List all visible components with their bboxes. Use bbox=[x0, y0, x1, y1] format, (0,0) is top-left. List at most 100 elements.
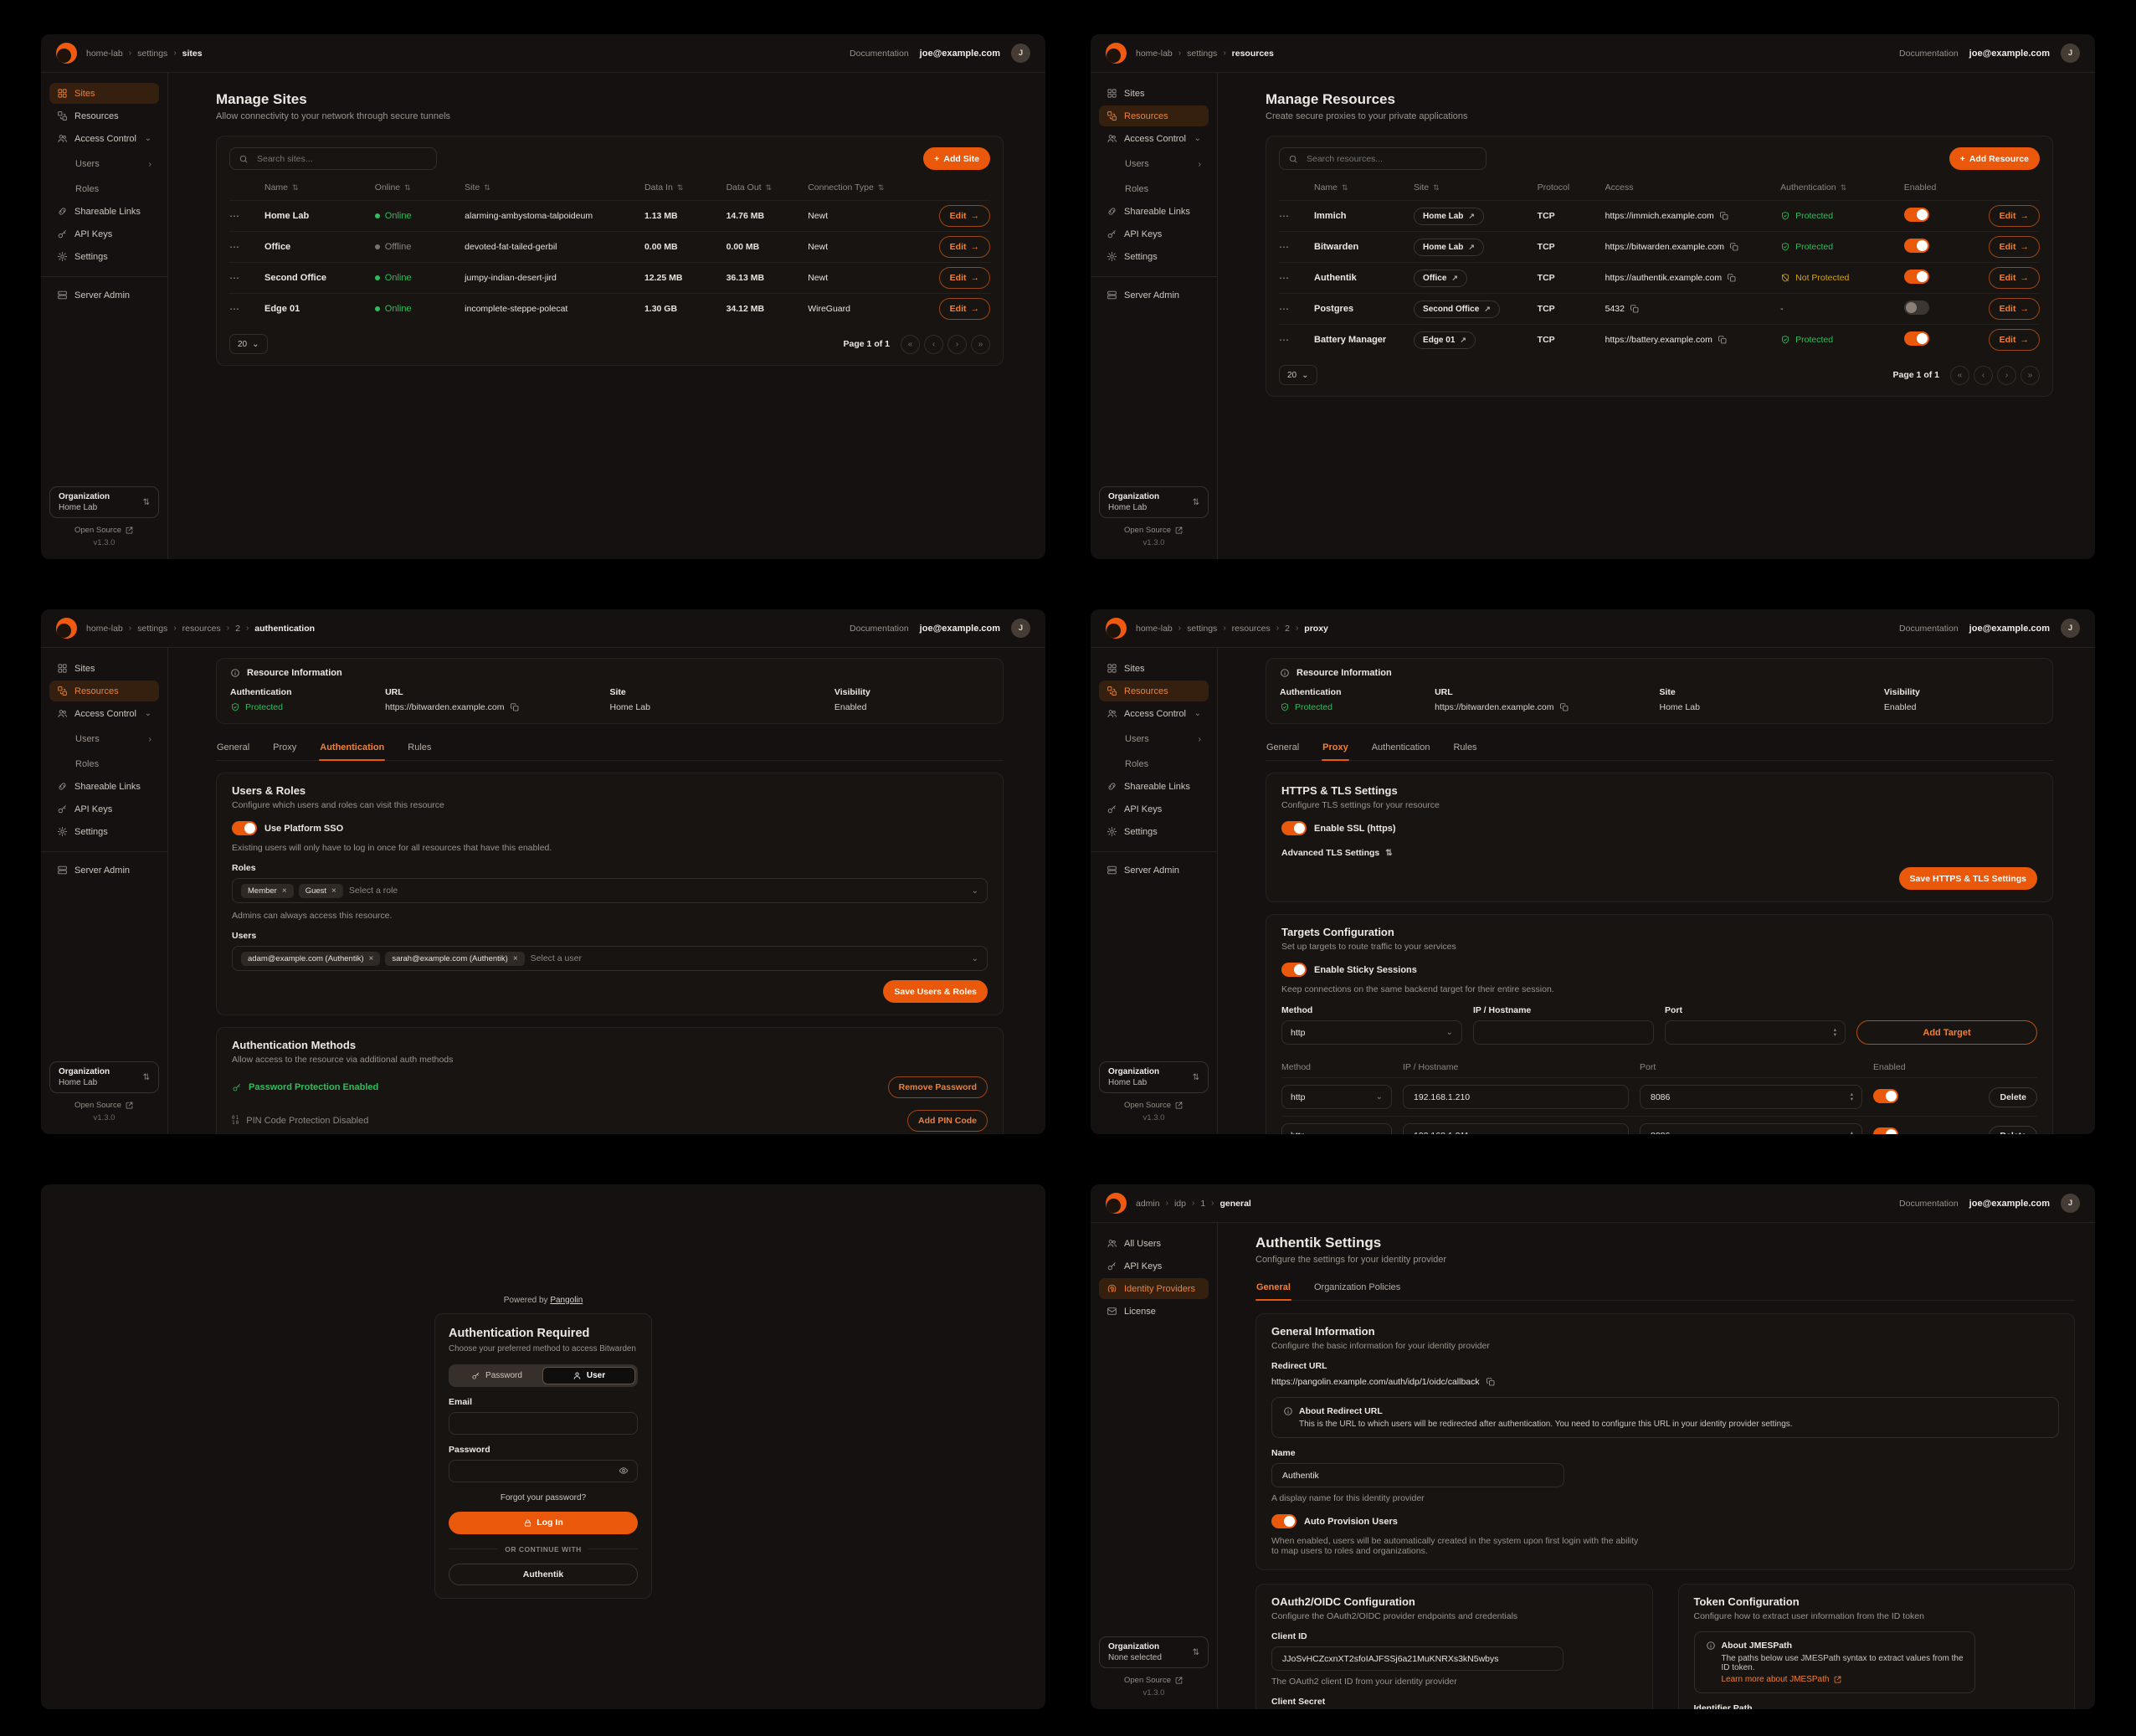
column-header[interactable]: Site ⇅ bbox=[465, 182, 490, 193]
copy-icon[interactable] bbox=[1727, 273, 1737, 283]
sidebar-item-server-admin[interactable]: Server Admin bbox=[1099, 285, 1209, 306]
row-menu-icon[interactable]: ⋯ bbox=[1279, 303, 1290, 315]
sticky-sessions-toggle[interactable] bbox=[1281, 963, 1307, 977]
row-menu-icon[interactable]: ⋯ bbox=[229, 210, 240, 222]
org-selector[interactable]: Organization Home Lab ⇅ bbox=[49, 1061, 159, 1093]
copy-icon[interactable] bbox=[1729, 242, 1739, 252]
avatar[interactable]: J bbox=[1011, 44, 1030, 63]
client-id-input[interactable] bbox=[1281, 1652, 1555, 1665]
tab-user[interactable]: User bbox=[542, 1366, 635, 1384]
row-menu-icon[interactable]: ⋯ bbox=[1279, 241, 1290, 253]
avatar[interactable]: J bbox=[2061, 619, 2080, 638]
sidebar-item-shareable-links[interactable]: Shareable Links bbox=[49, 776, 159, 797]
column-header[interactable]: Site ⇅ bbox=[1414, 182, 1440, 193]
copy-icon[interactable] bbox=[1630, 304, 1640, 314]
tab-authentication[interactable]: Authentication bbox=[319, 737, 386, 761]
site-chip[interactable]: Home Lab ↗ bbox=[1414, 238, 1484, 256]
sidebar-item-users[interactable]: Users › bbox=[75, 734, 151, 744]
stepper-icon[interactable]: ▴▾ bbox=[1833, 1026, 1836, 1038]
sidebar-item-resources[interactable]: Resources bbox=[49, 105, 159, 126]
breadcrumb-item[interactable]: settings bbox=[1187, 623, 1218, 634]
breadcrumb-item[interactable]: home-lab bbox=[1136, 48, 1173, 59]
open-source-link[interactable]: Open Source bbox=[1124, 526, 1184, 535]
user-email[interactable]: joe@example.com bbox=[1969, 623, 2050, 634]
eye-icon[interactable] bbox=[619, 1466, 629, 1476]
add-target-button[interactable]: Add Target bbox=[1856, 1020, 2037, 1045]
copy-icon[interactable] bbox=[1559, 702, 1569, 712]
add-resource-button[interactable]: + Add Resource bbox=[1949, 147, 2040, 170]
pangolin-logo[interactable] bbox=[56, 618, 77, 639]
authentik-sso-button[interactable]: Authentik bbox=[449, 1563, 638, 1585]
tab-general[interactable]: General bbox=[1266, 742, 1300, 752]
stepper-icon[interactable]: ▴▾ bbox=[1850, 1129, 1853, 1134]
documentation-link[interactable]: Documentation bbox=[850, 48, 909, 59]
forgot-password-link[interactable]: Forgot your password? bbox=[500, 1492, 587, 1502]
user-chip[interactable]: adam@example.com (Authentik) × bbox=[241, 951, 381, 966]
user-email[interactable]: joe@example.com bbox=[1969, 1198, 2050, 1209]
sidebar-item-roles[interactable]: Roles bbox=[75, 759, 100, 769]
sidebar-item-api-keys[interactable]: API Keys bbox=[1099, 799, 1209, 819]
sidebar-item-settings[interactable]: Settings bbox=[49, 246, 159, 267]
avatar[interactable]: J bbox=[2061, 44, 2080, 63]
prev-page-button[interactable]: ‹ bbox=[924, 334, 943, 354]
sidebar-item-resources[interactable]: Resources bbox=[1099, 105, 1209, 126]
target-host-input[interactable] bbox=[1412, 1129, 1620, 1134]
column-header[interactable]: Name ⇅ bbox=[1314, 182, 1348, 193]
add-pin-button[interactable]: Add PIN Code bbox=[907, 1110, 988, 1132]
site-chip[interactable]: Edge 01 ↗ bbox=[1414, 331, 1476, 349]
tab-authentication[interactable]: Authentication bbox=[1371, 742, 1430, 752]
enabled-toggle[interactable] bbox=[1903, 331, 1929, 346]
target-port-input[interactable] bbox=[1649, 1129, 1846, 1134]
edit-button[interactable]: Edit → bbox=[1988, 329, 2040, 351]
role-chip[interactable]: Guest × bbox=[298, 883, 343, 898]
edit-button[interactable]: Edit → bbox=[938, 205, 990, 227]
next-page-button[interactable]: › bbox=[1997, 365, 2016, 385]
delete-target-button[interactable]: Delete bbox=[1989, 1086, 2037, 1107]
documentation-link[interactable]: Documentation bbox=[850, 623, 909, 634]
row-menu-icon[interactable]: ⋯ bbox=[1279, 272, 1290, 284]
sidebar-item-server-admin[interactable]: Server Admin bbox=[1099, 860, 1209, 881]
user-email[interactable]: joe@example.com bbox=[919, 48, 1000, 59]
delete-target-button[interactable]: Delete bbox=[1989, 1125, 2037, 1134]
row-menu-icon[interactable]: ⋯ bbox=[229, 303, 240, 315]
hostname-input[interactable] bbox=[1482, 1026, 1645, 1039]
pangolin-logo[interactable] bbox=[1106, 618, 1127, 639]
sidebar-item-access-control[interactable]: Access Control ⌄ bbox=[1099, 703, 1209, 724]
sidebar-item-license[interactable]: License bbox=[1099, 1301, 1209, 1322]
column-header[interactable]: Online ⇅ bbox=[374, 182, 411, 193]
edit-button[interactable]: Edit → bbox=[938, 267, 990, 289]
org-selector[interactable]: Organization Home Lab ⇅ bbox=[1099, 486, 1209, 518]
breadcrumb-item[interactable]: home-lab bbox=[1136, 623, 1173, 634]
last-page-button[interactable]: » bbox=[971, 334, 990, 354]
close-icon[interactable]: × bbox=[368, 953, 374, 963]
sidebar-item-api-keys[interactable]: API Keys bbox=[1099, 1256, 1209, 1276]
next-page-button[interactable]: › bbox=[947, 334, 967, 354]
target-method-select[interactable]: http⌄ bbox=[1281, 1123, 1392, 1134]
close-icon[interactable]: × bbox=[512, 953, 518, 963]
email-field[interactable] bbox=[458, 1417, 629, 1429]
sidebar-item-users[interactable]: Users › bbox=[1125, 159, 1201, 169]
edit-button[interactable]: Edit → bbox=[1988, 236, 2040, 258]
open-source-link[interactable]: Open Source bbox=[1124, 1101, 1184, 1110]
enabled-toggle[interactable] bbox=[1903, 300, 1929, 315]
advanced-tls-settings[interactable]: Advanced TLS Settings ⇅ bbox=[1281, 848, 1393, 858]
copy-icon[interactable] bbox=[1486, 1377, 1496, 1387]
sidebar-item-resources[interactable]: Resources bbox=[1099, 681, 1209, 701]
sidebar-item-resources[interactable]: Resources bbox=[49, 681, 159, 701]
user-email[interactable]: joe@example.com bbox=[919, 623, 1000, 634]
enabled-toggle[interactable] bbox=[1903, 239, 1929, 253]
enable-ssl-toggle[interactable] bbox=[1281, 821, 1307, 835]
tab-organization-policies[interactable]: Organization Policies bbox=[1313, 1282, 1401, 1292]
row-menu-icon[interactable]: ⋯ bbox=[229, 241, 240, 253]
sidebar-item-sites[interactable]: Sites bbox=[49, 658, 159, 679]
pangolin-logo[interactable] bbox=[1106, 1193, 1127, 1214]
save-users-roles-button[interactable]: Save Users & Roles bbox=[883, 980, 988, 1003]
row-menu-icon[interactable]: ⋯ bbox=[229, 272, 240, 284]
sidebar-item-shareable-links[interactable]: Shareable Links bbox=[49, 201, 159, 222]
sidebar-item-sites[interactable]: Sites bbox=[1099, 83, 1209, 104]
close-icon[interactable]: × bbox=[281, 886, 287, 896]
sidebar-item-settings[interactable]: Settings bbox=[1099, 821, 1209, 842]
first-page-button[interactable]: « bbox=[901, 334, 920, 354]
edit-button[interactable]: Edit → bbox=[938, 298, 990, 320]
first-page-button[interactable]: « bbox=[1950, 365, 1969, 385]
